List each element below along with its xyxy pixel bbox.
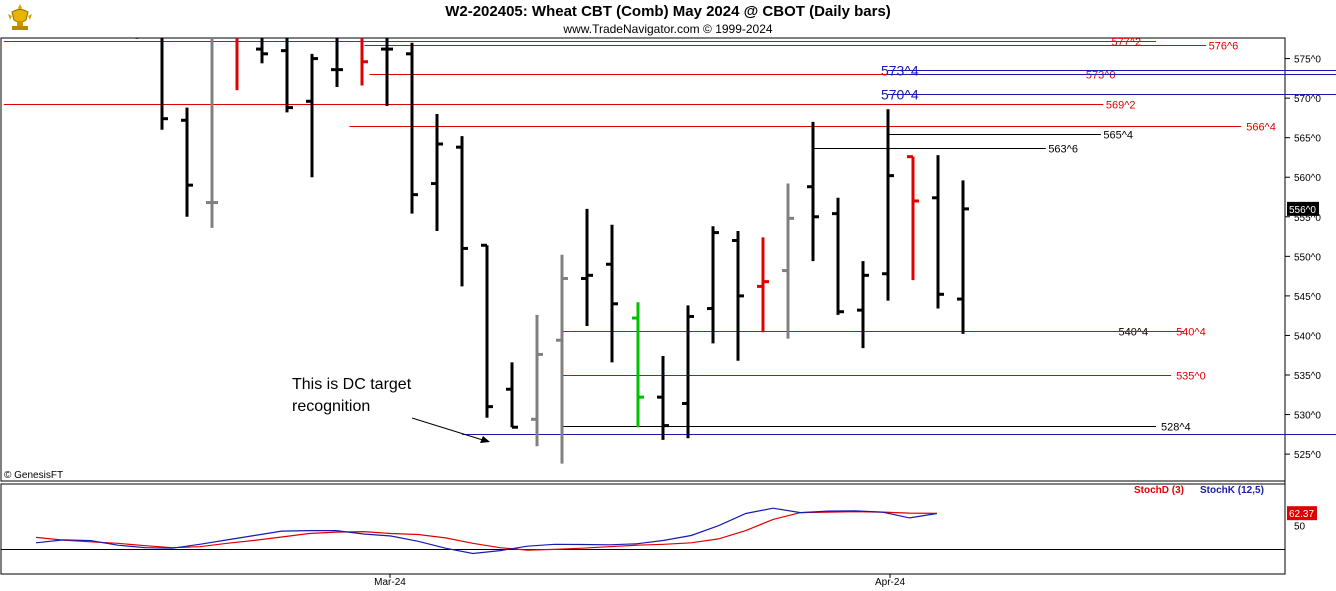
ohlc-bar (807, 121, 819, 262)
annotation-arrowhead (480, 436, 490, 443)
level-label: 573^0 (1086, 70, 1116, 82)
ohlc-bar (381, 38, 393, 107)
price-tick-label: 535^0 (1294, 371, 1321, 382)
date-tick-label: Mar-24 (374, 577, 406, 588)
ohlc-bar (657, 356, 669, 440)
stoch-last-marker (1287, 506, 1317, 521)
ohlc-bar (456, 136, 468, 287)
level-label: 573^4 (881, 63, 919, 79)
ohlc-bar (281, 38, 293, 113)
last-price-marker (1287, 201, 1319, 216)
stoch-legend-item: StochK (12,5) (1200, 485, 1264, 496)
price-levels: 577^2576^6573^4573^0573^0570^4569^2566^4… (3, 37, 1336, 435)
price-bars (135, 38, 969, 464)
annotation-arrow (411, 417, 487, 442)
level-label: 535^0 (1176, 371, 1206, 383)
ohlc-bar (556, 254, 568, 464)
chart-subtitle: www.TradeNavigator.com © 1999-2024 (563, 22, 773, 36)
stoch-panel-frame (0, 483, 1286, 575)
ohlc-bar (206, 38, 218, 228)
price-tick-label: 565^0 (1294, 134, 1321, 145)
ohlc-bar (181, 107, 193, 217)
ohlc-bar (306, 53, 318, 178)
price-tick-label: 560^0 (1294, 173, 1321, 184)
ohlc-bar (907, 155, 919, 281)
ohlc-bar (431, 113, 443, 232)
level-label: 540^4 (1118, 327, 1148, 339)
price-tick-label: 555^0 (1294, 213, 1321, 224)
annotation: This is DC target recognition (292, 376, 490, 443)
last-price-label: 556^0 (1289, 205, 1316, 216)
price-tick-label: 530^0 (1294, 411, 1321, 422)
ohlc-bar (506, 362, 518, 429)
level-label: 540^4 (1176, 327, 1206, 339)
price-tick-label: 575^0 (1294, 55, 1321, 66)
stoch-last-label: 62.37 (1289, 509, 1314, 520)
ohlc-bar (581, 208, 593, 326)
ohlc-bar (406, 42, 418, 214)
price-tick-label: 545^0 (1294, 292, 1321, 303)
level-label: 528^4 (1161, 422, 1191, 434)
ohlc-bar (682, 305, 694, 439)
ohlc-bar (256, 38, 268, 64)
stoch-k-line (35, 507, 937, 555)
ohlc-bar (857, 261, 869, 349)
annotation-text-line1: This is DC target (292, 376, 412, 393)
ohlc-bar (757, 237, 769, 333)
ohlc-bar (932, 155, 944, 309)
chart-header: W2-202405: Wheat CBT (Comb) May 2024 @ C… (0, 0, 1336, 38)
level-label: 576^6 (1209, 41, 1239, 53)
stoch-d-line (35, 510, 937, 551)
ohlc-bar (160, 38, 168, 130)
level-label: 569^2 (1106, 100, 1136, 112)
ohlc-bar (531, 314, 543, 447)
watermark: © GenesisFT (4, 470, 63, 481)
level-label: 563^6 (1048, 144, 1078, 156)
stoch-legend-item: StochD (3) (1134, 485, 1184, 496)
level-label: 566^4 (1246, 122, 1276, 134)
price-tick-label: 525^0 (1294, 450, 1321, 461)
ohlc-bar (882, 109, 894, 301)
annotation-text-line2: recognition (292, 398, 370, 415)
date-tick-label: Apr-24 (875, 577, 905, 588)
ohlc-bar (732, 231, 744, 361)
price-axis: 575^0 570^0 565^0 560^0 555^0 550^0 545^0 540^0… (1285, 55, 1321, 461)
ohlc-bar (481, 243, 493, 418)
ohlc-bar (632, 302, 644, 428)
date-axis: Mar-24 Apr-24 (374, 574, 905, 588)
level-label: 577^2 (1111, 37, 1141, 49)
price-tick-label: 550^0 (1294, 252, 1321, 263)
stoch-tick-label: 50 (1294, 521, 1306, 532)
gold-trophy-logo-icon (4, 2, 36, 32)
price-tick-label: 540^0 (1294, 331, 1321, 342)
ohlc-bar (957, 180, 969, 334)
price-tick-label: 570^0 (1294, 94, 1321, 105)
ohlc-bar (606, 224, 618, 363)
ohlc-bar (782, 183, 794, 339)
chart-title: W2-202405: Wheat CBT (Comb) May 2024 @ C… (445, 3, 891, 20)
level-label: 565^4 (1103, 130, 1133, 142)
ohlc-bar (331, 38, 343, 88)
ohlc-bar (707, 226, 719, 344)
ohlc-bar (360, 38, 368, 86)
level-label: 570^4 (881, 87, 919, 103)
ohlc-bar (832, 197, 844, 315)
